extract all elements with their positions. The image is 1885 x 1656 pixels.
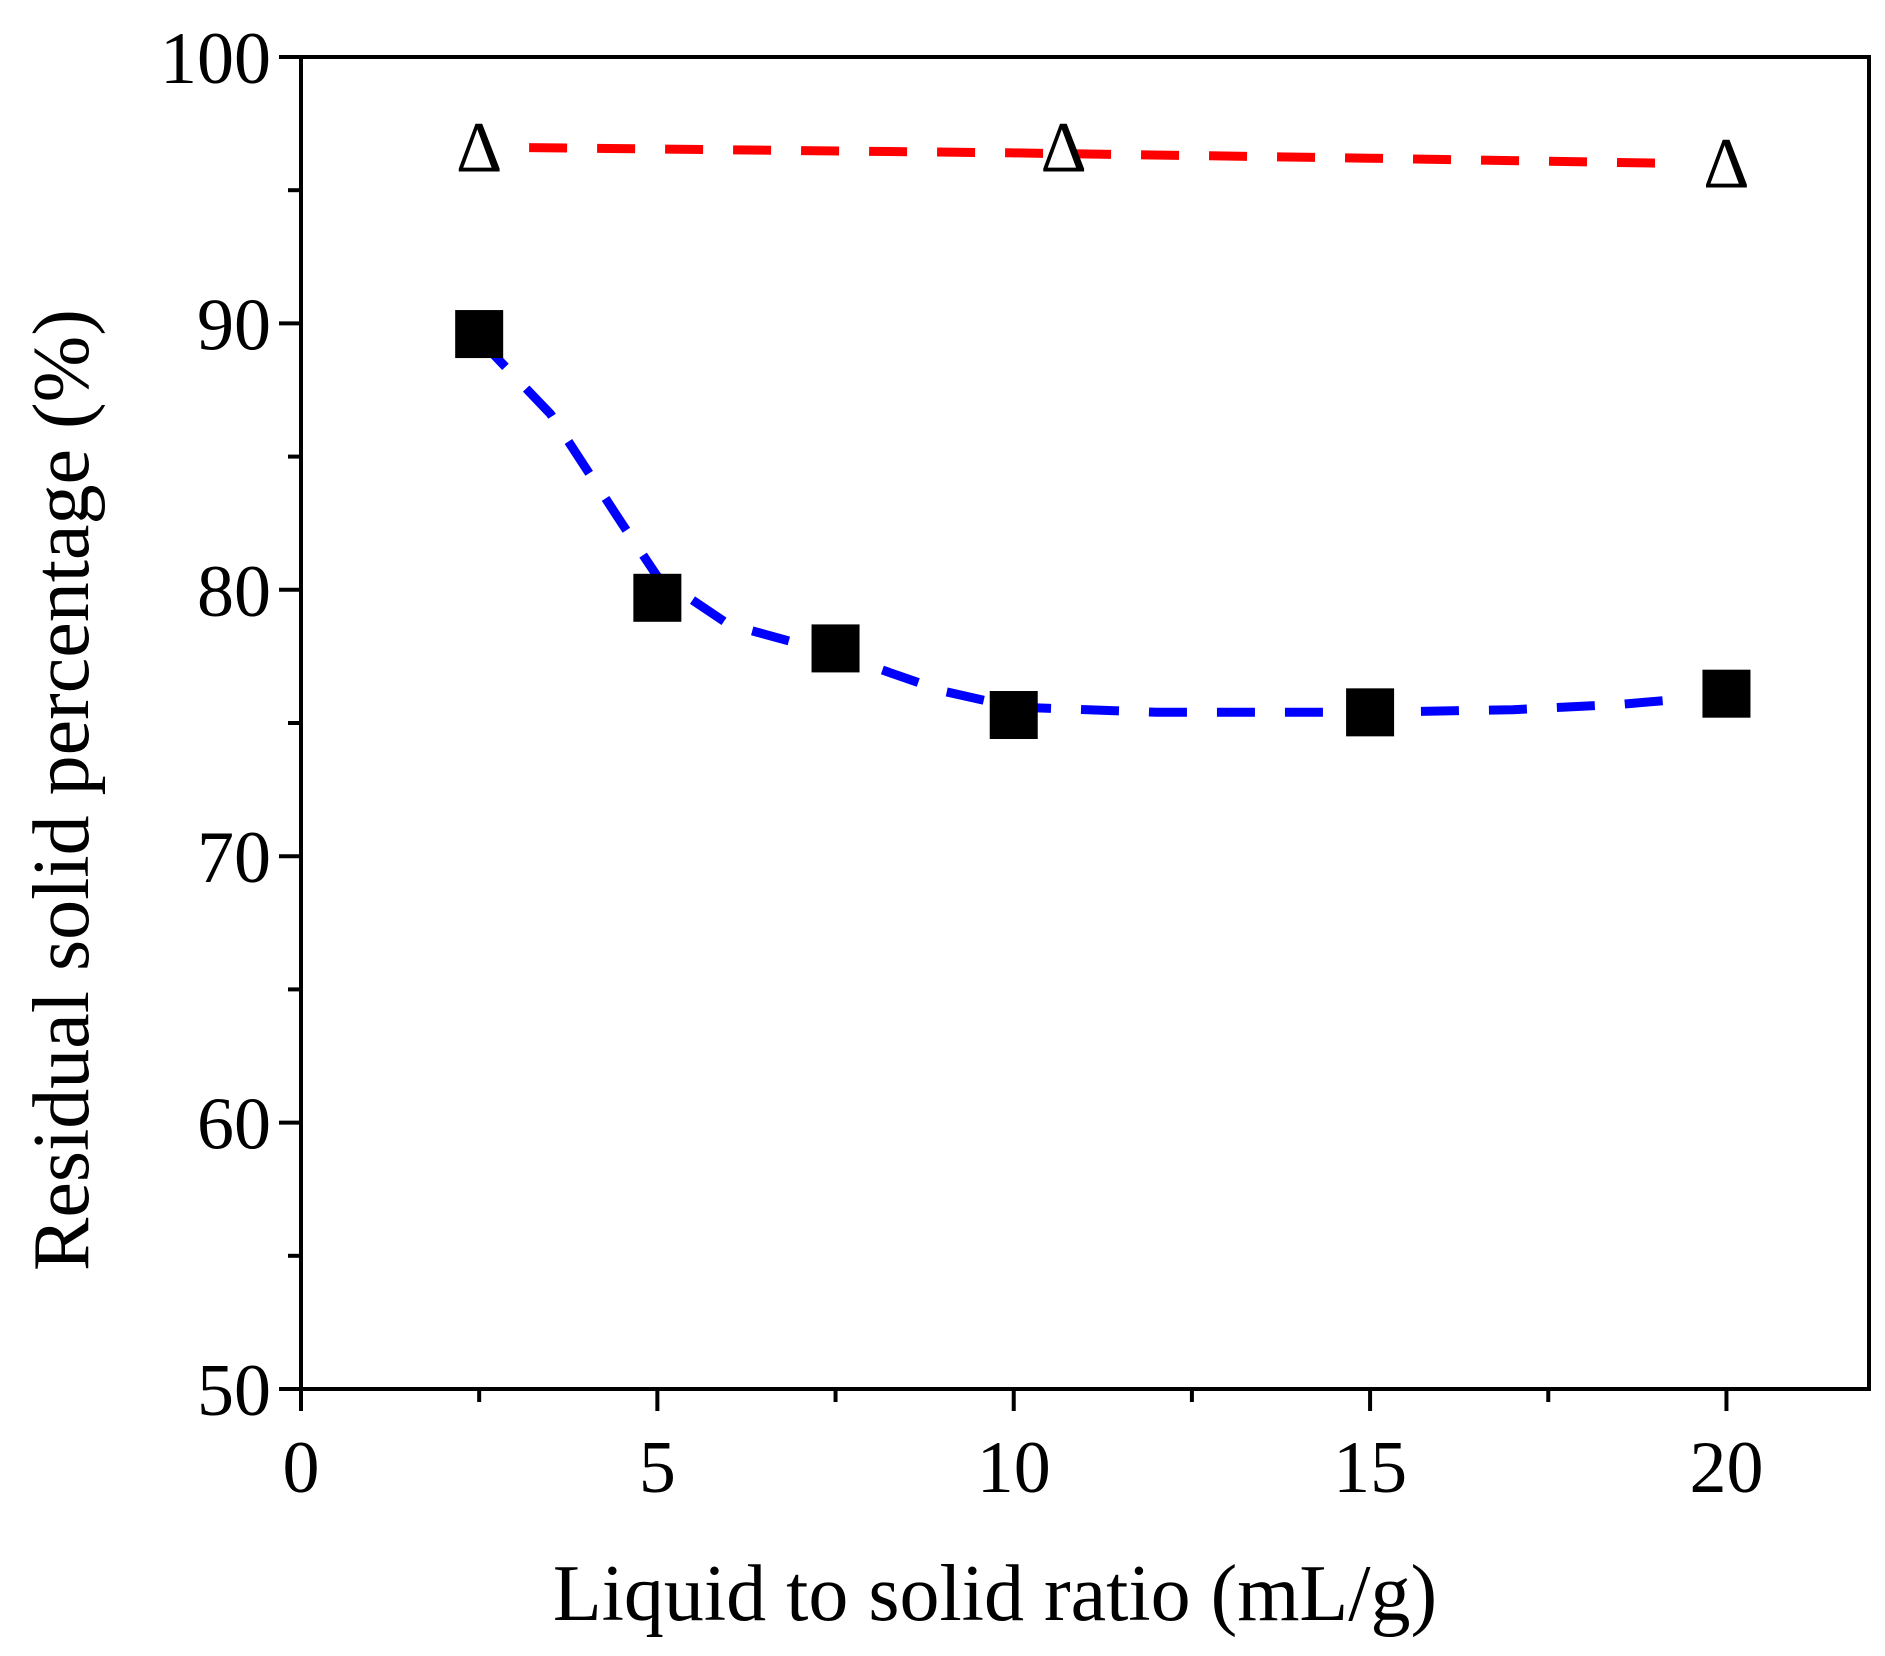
squares-marker	[811, 624, 860, 673]
x-axis-title: Liquid to solid ratio (mL/g)	[553, 1550, 1437, 1638]
squares-marker	[989, 691, 1038, 740]
triangles-marker: Δ	[1703, 124, 1749, 204]
y-tick-label: 50	[197, 1350, 271, 1432]
x-tick-label: 10	[977, 1427, 1051, 1509]
x-tick-label: 20	[1689, 1427, 1763, 1509]
axis-tick-labels: 0 5 10 15 20 50 60 70 80 90 100	[160, 18, 1763, 1509]
squares-marker	[1702, 669, 1751, 718]
triangles-fit-line	[529, 143, 1684, 169]
y-tick-label: 70	[197, 817, 271, 899]
x-tick-label: 15	[1333, 1427, 1407, 1509]
triangles-marker: Δ	[1040, 108, 1086, 188]
squares-marker	[1346, 688, 1395, 737]
squares-fit-line	[475, 336, 1685, 717]
y-tick-label: 60	[197, 1084, 271, 1166]
y-tick-label: 90	[197, 284, 271, 366]
y-tick-label: 80	[197, 551, 271, 633]
x-tick-label: 5	[639, 1427, 676, 1509]
plot-frame	[299, 55, 1871, 1391]
x-tick-label: 0	[283, 1427, 320, 1509]
triangles-marker: Δ	[456, 108, 502, 188]
plot-border	[299, 55, 1871, 1391]
squares-marker	[455, 310, 504, 359]
y-tick-label: 100	[160, 18, 271, 100]
axis-ticks	[279, 55, 1729, 1411]
squares-marker	[633, 573, 682, 622]
y-axis-title: Residual solid percentage (%)	[18, 309, 106, 1271]
fit-lines	[475, 143, 1685, 717]
